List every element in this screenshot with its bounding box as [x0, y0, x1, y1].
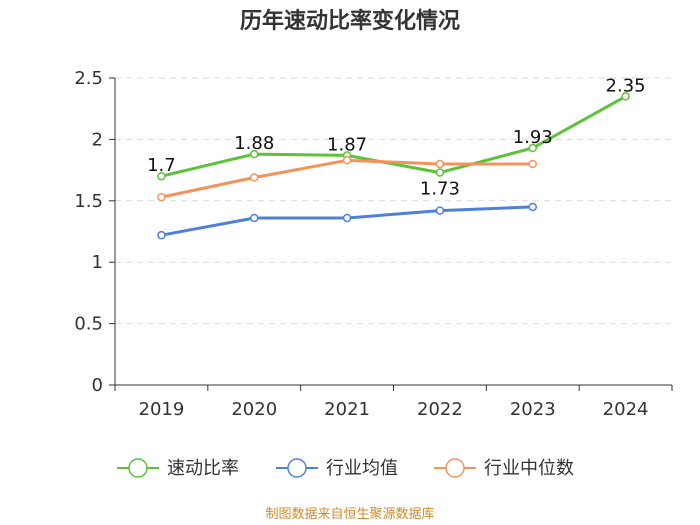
- series-line-2: [161, 158, 533, 199]
- data-point: [621, 92, 630, 101]
- axes: 0 0.5 1 1.5 2 2.5 2019 2020 2021 2022 2023 2024: [74, 68, 673, 420]
- data-point: [250, 149, 259, 159]
- x-tick-label: 2020: [231, 399, 277, 420]
- data-point: [250, 173, 259, 182]
- x-tick-label: 2019: [139, 399, 185, 420]
- data-point: [250, 213, 259, 223]
- y-tick-label: 1: [92, 252, 103, 273]
- data-point: [157, 171, 166, 181]
- data-label: 1.93: [513, 127, 553, 148]
- x-tick-label: 2021: [324, 399, 370, 420]
- legend-label: 速动比率: [167, 458, 239, 479]
- legend-swatch-marker: [287, 458, 307, 478]
- data-point: [157, 230, 166, 240]
- data-point: [528, 202, 537, 212]
- legend-swatch-marker: [128, 458, 148, 478]
- series-line-0: [161, 95, 627, 178]
- data-point: [435, 159, 445, 169]
- legend: 速动比率 行业均值 行业中位数: [117, 458, 574, 479]
- data-point: [528, 143, 537, 153]
- data-label: 1.87: [327, 134, 367, 155]
- y-tick-label: 0: [92, 375, 103, 396]
- y-tick-label: 0.5: [74, 314, 103, 335]
- data-label: 1.73: [420, 179, 460, 200]
- data-label: 1.88: [234, 133, 274, 154]
- y-tick-label: 1.5: [74, 191, 103, 212]
- data-label: 1.7: [147, 155, 176, 176]
- x-tick-label: 2022: [417, 399, 463, 420]
- x-tick-label: 2024: [603, 399, 649, 420]
- data-point: [435, 206, 445, 215]
- data-point: [342, 213, 352, 223]
- legend-swatch-marker: [445, 458, 465, 478]
- data-labels: 1.7 1.88 1.87 1.73 1.93 2.35: [147, 75, 646, 199]
- data-point: [157, 192, 166, 202]
- data-label: 2.35: [606, 75, 646, 96]
- data-point: [528, 159, 537, 169]
- x-tick-label: 2023: [510, 399, 556, 420]
- legend-label: 行业中位数: [484, 458, 574, 479]
- series-layer: [157, 92, 630, 240]
- chart-title: 历年速动比率变化情况: [240, 8, 460, 34]
- y-tick-label: 2.5: [74, 68, 103, 89]
- legend-label: 行业均值: [326, 458, 398, 479]
- grid-lines: [115, 77, 672, 325]
- y-tick-label: 2: [92, 129, 103, 150]
- source-note: 制图数据来自恒生聚源数据库: [265, 506, 434, 522]
- data-point: [342, 156, 352, 165]
- data-point: [435, 168, 445, 177]
